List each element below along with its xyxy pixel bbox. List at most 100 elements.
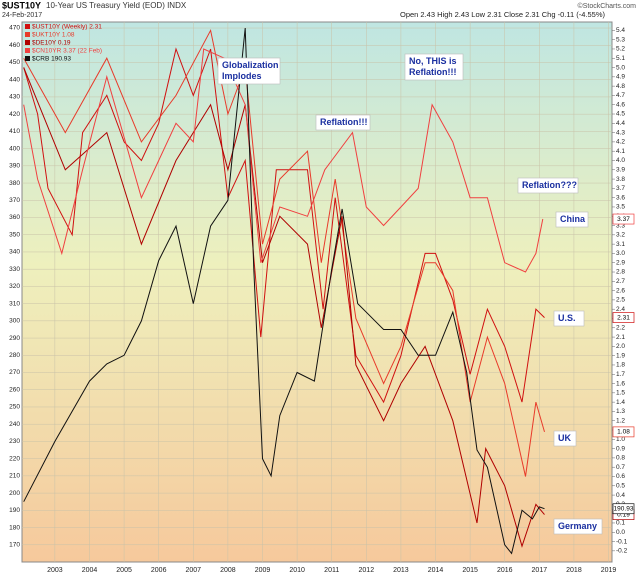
annotation-box (517, 177, 579, 194)
y-tick-label: 470 (9, 25, 20, 32)
y2-tick-label: 1.5 (616, 390, 625, 397)
y2-tick-label: 3.3 (616, 222, 625, 229)
y2-tick-label: 1.8 (616, 362, 625, 369)
y2-tick-label: 4.3 (616, 129, 625, 136)
x-tick-label: 2016 (497, 567, 513, 574)
legend-swatch (25, 32, 30, 37)
x-tick-label: 2014 (428, 567, 444, 574)
y-tick-label: 210 (9, 473, 20, 480)
x-tick-label: 2017 (532, 567, 548, 574)
series-line (23, 47, 545, 404)
annotation-text: Globalization (222, 60, 279, 70)
x-tick-label: 2003 (47, 567, 63, 574)
x-tick-label: 2006 (151, 567, 167, 574)
y2-tick-label: 5.4 (616, 27, 625, 34)
legend-swatch (25, 24, 30, 29)
y2-tick-label: 1.2 (616, 417, 625, 424)
end-label-box (612, 503, 635, 515)
y-tick-label: 220 (9, 455, 20, 462)
y-tick-label: 280 (9, 352, 20, 359)
y2-tick-label: 2.5 (616, 297, 625, 304)
y2-tick-label: 5.1 (616, 55, 625, 62)
quote: Open 2.43 High 2.43 Low 2.31 Close 2.31 … (400, 10, 605, 19)
y-tick-label: 320 (9, 283, 20, 290)
y-tick-label: 270 (9, 369, 20, 376)
legend-swatch (25, 40, 30, 45)
y2-tick-label: -0.2 (616, 548, 628, 555)
legend-swatch (25, 48, 30, 53)
legend-label: $CRB 190.93 (32, 56, 71, 63)
y2-tick-label: 2.6 (616, 287, 625, 294)
x-tick-label: 2019 (601, 567, 617, 574)
end-label: 2.31 (617, 314, 630, 321)
x-tick-label: 2010 (289, 567, 305, 574)
legend-label: $DE10Y 0.19 (32, 40, 71, 47)
y2-tick-label: 4.0 (616, 157, 625, 164)
annotation-box (553, 518, 603, 535)
annotation-box (553, 310, 585, 327)
x-tick-label: 2008 (220, 567, 236, 574)
y-tick-label: 300 (9, 318, 20, 325)
y2-tick-label: 5.0 (616, 64, 625, 71)
x-tick-label: 2011 (324, 567, 339, 574)
y2-tick-label: 3.0 (616, 250, 625, 257)
y-tick-label: 420 (9, 111, 20, 118)
y2-tick-label: 5.3 (616, 36, 625, 43)
y-tick-label: 410 (9, 128, 20, 135)
end-label-box (612, 312, 635, 323)
annotation-text: Reflation!!! (320, 117, 368, 127)
end-label: 0.19 (617, 511, 630, 518)
y2-tick-label: 1.4 (616, 399, 625, 406)
y2-tick-label: 2.8 (616, 269, 625, 276)
y-tick-label: 260 (9, 386, 20, 393)
annotation-text: Germany (558, 521, 597, 531)
y2-tick-label: 3.5 (616, 204, 625, 211)
y2-tick-label: 4.9 (616, 74, 625, 81)
y-tick-label: 400 (9, 145, 20, 152)
legend-swatch (25, 56, 30, 61)
y-tick-label: 430 (9, 94, 20, 101)
end-label: 190.93 (614, 505, 634, 512)
annotation-text: Implodes (222, 71, 262, 81)
y2-tick-label: 4.1 (616, 148, 625, 155)
y2-tick-label: 4.4 (616, 120, 625, 127)
y2-tick-label: 4.6 (616, 101, 625, 108)
y2-tick-label: 1.9 (616, 352, 625, 359)
x-tick-label: 2013 (393, 567, 409, 574)
y2-tick-label: 2.2 (616, 325, 625, 332)
y-tick-label: 200 (9, 490, 20, 497)
y-tick-label: 230 (9, 438, 20, 445)
annotation-box (217, 57, 281, 85)
x-tick-label: 2004 (82, 567, 98, 574)
y-tick-label: 180 (9, 524, 20, 531)
annotation-text: Reflation!!! (409, 67, 457, 77)
annotation-text: No, THIS is (409, 56, 457, 66)
y-tick-label: 340 (9, 249, 20, 256)
annotation-box (315, 114, 371, 131)
chart-subtitle: 10-Year US Treasury Yield (EOD) INDX (46, 1, 187, 10)
y2-tick-label: 4.5 (616, 111, 625, 118)
y2-tick-label: 0.9 (616, 445, 625, 452)
annotation-text: U.S. (558, 313, 576, 323)
y2-tick-label: 3.9 (616, 166, 625, 173)
y2-tick-label: 2.0 (616, 343, 625, 350)
y-tick-label: 440 (9, 76, 20, 83)
y2-tick-label: 2.9 (616, 259, 625, 266)
x-tick-label: 2018 (566, 567, 582, 574)
series-line (23, 28, 545, 477)
y2-tick-label: -0.1 (616, 538, 628, 545)
y2-tick-label: 4.2 (616, 139, 625, 146)
y2-tick-label: 4.8 (616, 83, 625, 90)
y2-tick-label: 3.2 (616, 232, 625, 239)
y2-tick-label: 3.6 (616, 194, 625, 201)
y2-tick-label: 1.7 (616, 371, 625, 378)
y-tick-label: 450 (9, 59, 20, 66)
y2-tick-label: 1.3 (616, 408, 625, 415)
end-label-box (612, 426, 635, 438)
series-line (23, 27, 545, 555)
y-tick-label: 190 (9, 507, 20, 514)
y2-tick-label: 2.1 (616, 334, 625, 341)
x-tick-label: 2009 (255, 567, 271, 574)
y2-tick-label: 0.7 (616, 464, 625, 471)
